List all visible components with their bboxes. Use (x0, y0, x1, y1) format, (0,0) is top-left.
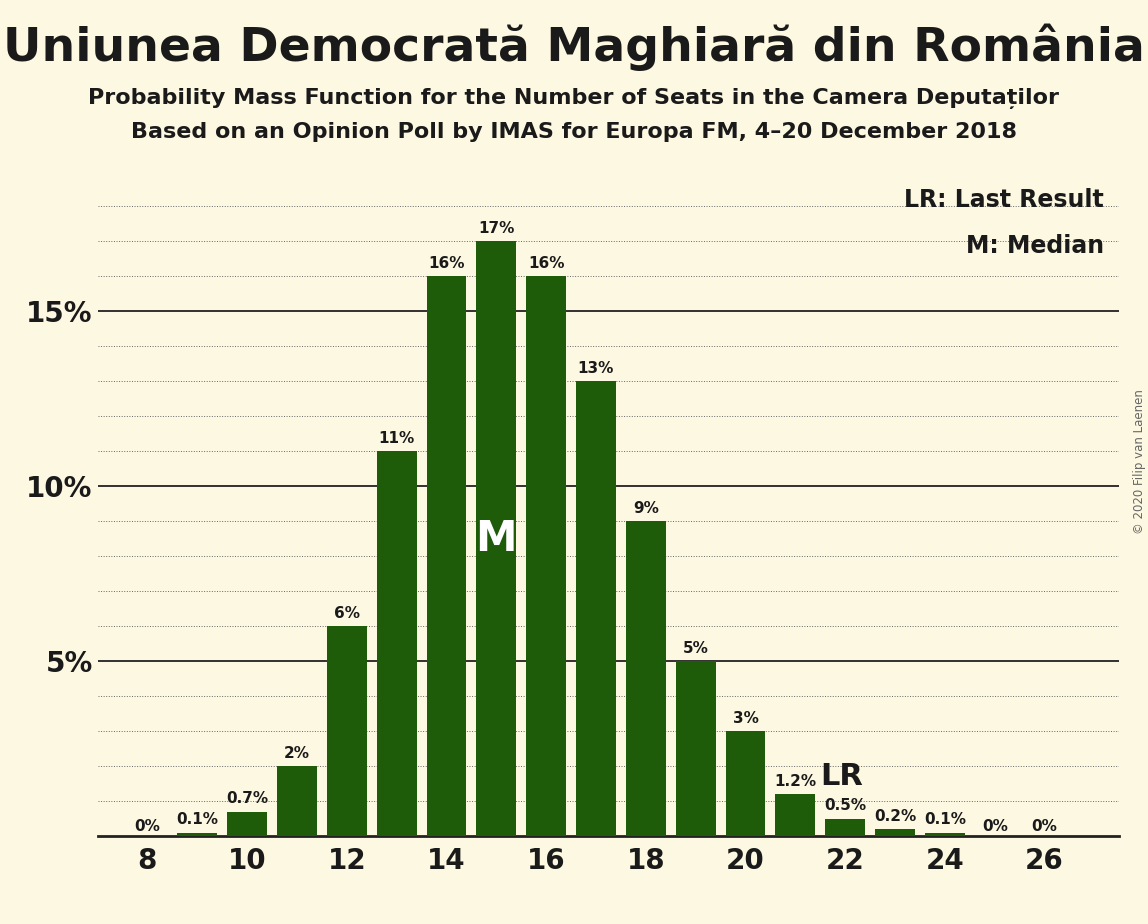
Text: 3%: 3% (732, 711, 759, 726)
Bar (875, 829, 915, 836)
Bar (626, 521, 666, 836)
Text: 17%: 17% (478, 221, 514, 236)
Text: LR: LR (821, 761, 863, 791)
Bar (925, 833, 964, 836)
Bar (825, 819, 866, 836)
Text: 9%: 9% (633, 501, 659, 516)
Bar (227, 811, 267, 836)
Bar (576, 381, 616, 836)
Bar (726, 731, 766, 836)
Text: 6%: 6% (334, 606, 359, 621)
Text: 1.2%: 1.2% (774, 774, 816, 789)
Text: 0%: 0% (134, 820, 161, 834)
Text: 0%: 0% (982, 820, 1008, 834)
Bar (676, 662, 715, 836)
Bar (775, 795, 815, 836)
Text: M: Median: M: Median (965, 234, 1104, 258)
Text: 0.5%: 0.5% (824, 798, 867, 813)
Bar (277, 766, 317, 836)
Bar (177, 833, 217, 836)
Bar (476, 241, 517, 836)
Text: © 2020 Filip van Laenen: © 2020 Filip van Laenen (1133, 390, 1147, 534)
Text: 5%: 5% (683, 641, 708, 656)
Bar (526, 276, 566, 836)
Text: 16%: 16% (428, 256, 465, 271)
Bar (327, 626, 366, 836)
Text: 0%: 0% (1032, 820, 1057, 834)
Text: 0.2%: 0.2% (874, 809, 916, 824)
Bar (377, 451, 417, 836)
Text: 2%: 2% (284, 746, 310, 761)
Text: 0.1%: 0.1% (177, 812, 218, 828)
Text: LR: Last Result: LR: Last Result (905, 188, 1104, 212)
Text: 11%: 11% (379, 431, 414, 445)
Text: 13%: 13% (577, 360, 614, 376)
Text: Probability Mass Function for the Number of Seats in the Camera Deputaților: Probability Mass Function for the Number… (88, 88, 1060, 109)
Text: 0.7%: 0.7% (226, 792, 269, 807)
Text: 0.1%: 0.1% (924, 812, 965, 828)
Text: M: M (475, 517, 517, 560)
Text: Based on an Opinion Poll by IMAS for Europa FM, 4–20 December 2018: Based on an Opinion Poll by IMAS for Eur… (131, 122, 1017, 142)
Text: 16%: 16% (528, 256, 565, 271)
Text: Uniunea Democrată Maghiară din România: Uniunea Democrată Maghiară din România (3, 23, 1145, 70)
Bar (427, 276, 466, 836)
